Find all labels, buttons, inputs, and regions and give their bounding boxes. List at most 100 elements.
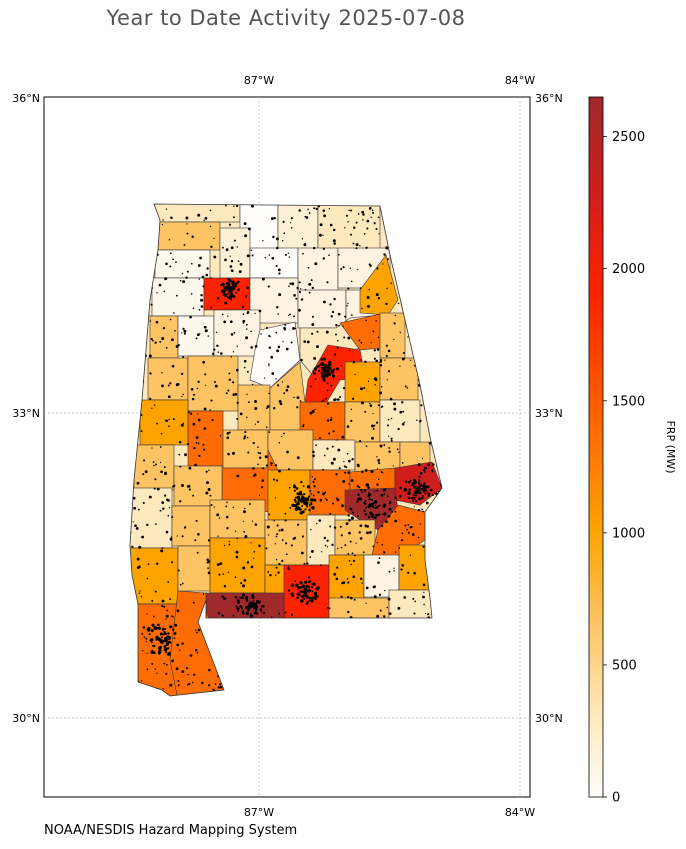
- fire-detection-dot: [275, 558, 278, 561]
- fire-detection-dot: [386, 287, 388, 290]
- fire-detection-dot: [309, 385, 312, 388]
- fire-detection-dot: [199, 256, 202, 260]
- fire-detection-dot: [302, 485, 305, 487]
- fire-detection-dot: [347, 336, 351, 340]
- fire-detection-dot: [301, 584, 305, 588]
- fire-detection-dot: [169, 382, 172, 385]
- fire-detection-dot: [230, 333, 234, 336]
- fire-detection-dot: [254, 523, 258, 526]
- fire-detection-dot: [341, 581, 344, 585]
- fire-detection-dot: [303, 497, 307, 501]
- fire-detection-dot: [159, 632, 163, 636]
- fire-detection-dot: [141, 649, 144, 652]
- fire-detection-dot: [337, 448, 341, 452]
- fire-detection-dot: [283, 232, 286, 235]
- fire-detection-dot: [206, 481, 209, 485]
- fire-detection-dot: [271, 616, 273, 618]
- fire-detection-dot: [203, 407, 207, 411]
- fire-detection-dot: [240, 607, 244, 610]
- fire-detection-dot: [240, 582, 243, 585]
- fire-detection-dot: [367, 380, 370, 383]
- fire-detection-dot: [313, 356, 317, 360]
- fire-detection-dot: [316, 522, 318, 525]
- fire-detection-dot: [212, 688, 214, 691]
- fire-detection-dot: [300, 501, 303, 504]
- fire-detection-dot: [236, 474, 240, 478]
- fire-detection-dot: [417, 482, 421, 485]
- fire-detection-dot: [216, 344, 219, 348]
- fire-detection-dot: [310, 528, 312, 531]
- fire-detection-dot: [329, 223, 333, 227]
- fire-detection-dot: [335, 577, 339, 581]
- fire-detection-dot: [243, 510, 246, 514]
- fire-detection-dot: [375, 227, 378, 231]
- fire-detection-dot: [349, 267, 352, 269]
- fire-detection-dot: [300, 358, 303, 362]
- lon-label-bottom-87w: 87°W: [244, 806, 274, 819]
- colorbar-tick-label: 500: [612, 658, 637, 673]
- fire-detection-dot: [303, 562, 306, 565]
- fire-detection-dot: [218, 517, 221, 519]
- fire-detection-dot: [237, 610, 240, 613]
- fire-detection-dot: [364, 513, 368, 516]
- fire-detection-dot: [399, 331, 402, 334]
- fire-detection-dot: [167, 632, 170, 635]
- fire-detection-dot: [235, 605, 238, 608]
- fire-detection-dot: [390, 439, 393, 442]
- fire-detection-dot: [185, 667, 188, 670]
- fire-detection-dot: [157, 626, 161, 630]
- fire-detection-dot: [274, 543, 277, 545]
- fire-detection-dot: [210, 399, 213, 402]
- fire-detection-dot: [246, 416, 248, 419]
- fire-detection-dot: [231, 280, 235, 284]
- fire-detection-dot: [405, 480, 408, 483]
- fire-detection-dot: [350, 596, 353, 600]
- fire-detection-dot: [354, 554, 356, 557]
- fire-detection-dot: [241, 596, 244, 600]
- fire-detection-dot: [173, 637, 176, 640]
- fire-detection-dot: [289, 222, 292, 224]
- fire-detection-dot: [320, 437, 322, 439]
- fire-detection-dot: [307, 576, 311, 579]
- fire-detection-dot: [403, 596, 407, 599]
- fire-detection-dot: [320, 400, 323, 403]
- fire-detection-dot: [243, 437, 246, 440]
- fire-detection-dot: [284, 519, 287, 522]
- fire-detection-dot: [179, 649, 181, 651]
- fire-detection-dot: [355, 247, 358, 250]
- fire-detection-dot: [192, 393, 196, 396]
- fire-detection-dot: [333, 242, 336, 245]
- fire-detection-dot: [387, 514, 391, 518]
- fire-detection-dot: [385, 344, 388, 347]
- fire-detection-dot: [328, 432, 331, 435]
- fire-detection-dot: [419, 523, 421, 525]
- fire-detection-dot: [156, 672, 158, 674]
- fire-detection-dot: [207, 488, 211, 491]
- fire-detection-dot: [208, 668, 211, 672]
- fire-detection-dot: [182, 327, 185, 331]
- fire-detection-dot: [424, 492, 427, 495]
- fire-detection-dot: [281, 539, 284, 541]
- fire-detection-dot: [407, 571, 410, 574]
- county-conecuh: [264, 564, 286, 596]
- fire-detection-dot: [237, 599, 240, 602]
- fire-detection-dot: [303, 243, 307, 247]
- colorbar: 0 500 1000 1500 2000 2500 FRP (MW): [588, 96, 677, 806]
- fire-detection-dot: [375, 320, 377, 322]
- fire-detection-dot: [223, 585, 227, 588]
- fire-detection-dot: [359, 245, 361, 247]
- fire-detection-dot: [266, 405, 270, 408]
- fire-detection-dot: [185, 276, 188, 279]
- fire-detection-dot: [232, 216, 235, 219]
- fire-detection-dot: [399, 410, 403, 414]
- fire-detection-dot: [377, 216, 380, 219]
- fire-detection-dot: [388, 447, 391, 449]
- fire-detection-dot: [277, 313, 280, 315]
- fire-detection-dot: [192, 422, 196, 426]
- fire-detection-dot: [396, 448, 399, 451]
- fire-detection-dot: [156, 487, 160, 491]
- fire-detection-dot: [228, 543, 231, 546]
- fire-detection-dot: [342, 480, 346, 483]
- fire-detection-dot: [427, 463, 430, 467]
- fire-detection-dot: [322, 234, 324, 236]
